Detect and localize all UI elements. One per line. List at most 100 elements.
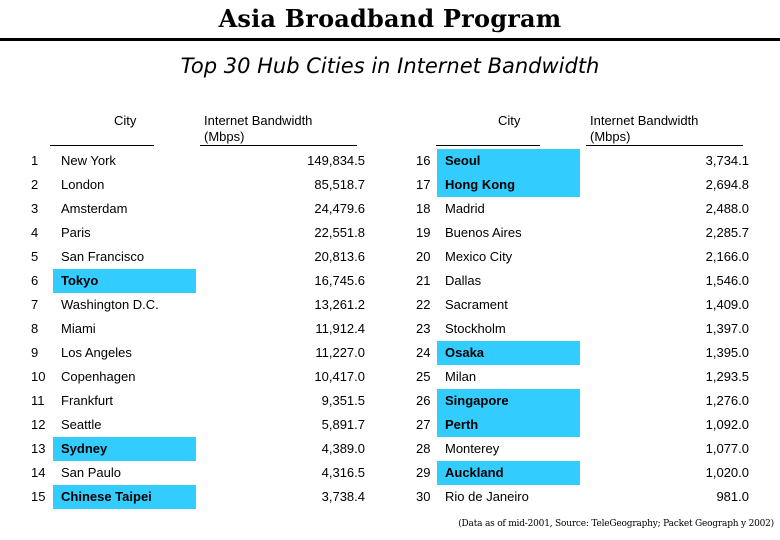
bandwidth-cell: 3,738.4 (321, 489, 365, 504)
city-cell: Los Angeles (61, 345, 132, 360)
table-row: 12 Seattle 5,891.7 (0, 413, 780, 437)
table-row: 22 Sacrament 1,409.0 (0, 293, 780, 317)
table-row: 19 Buenos Aires 2,285.7 (0, 221, 780, 245)
rank-cell: 22 (416, 297, 431, 312)
bandwidth-cell: 1,293.5 (705, 369, 749, 384)
right-bandwidth-header-rule (586, 145, 743, 146)
rank-cell: 11 (31, 393, 45, 408)
rank-cell: 20 (416, 249, 431, 264)
city-cell: Singapore (437, 389, 580, 413)
source-footnote: (Data as of mid-2001, Source: TeleGeogra… (458, 519, 774, 529)
rank-cell: 15 (31, 489, 46, 504)
city-cell: New York (61, 153, 116, 168)
bandwidth-cell: 1,077.0 (705, 441, 749, 456)
rank-cell: 7 (31, 297, 39, 312)
rank-cell: 10 (31, 369, 46, 384)
city-cell: Milan (445, 369, 477, 384)
table-row: 4 Paris 22,551.8 (0, 221, 780, 245)
bandwidth-cell: 2,285.7 (705, 225, 749, 240)
table-row: 30 Rio de Janeiro 981.0 (0, 485, 780, 509)
city-cell: Hong Kong (437, 173, 580, 197)
table-row: 9 Los Angeles 11,227.0 (0, 341, 780, 365)
bandwidth-cell: 1,020.0 (705, 465, 749, 480)
table-row: 29 Auckland 1,020.0 (0, 461, 780, 485)
city-cell: Copenhagen (61, 369, 136, 384)
left-bandwidth-header-rule (200, 145, 357, 146)
city-cell: Mexico City (445, 249, 513, 264)
bandwidth-cell: 2,694.8 (705, 177, 749, 192)
city-cell: Madrid (445, 201, 485, 216)
bandwidth-cell: 1,397.0 (705, 321, 749, 336)
left-bandwidth-header-line2: (Mbps) (204, 129, 245, 144)
bandwidth-cell: 9,351.5 (321, 393, 365, 408)
table-row: 7 Washington D.C. 13,261.2 (0, 293, 780, 317)
rank-cell: 14 (31, 465, 46, 480)
table-row: 1 New York 149,834.5 (0, 149, 780, 173)
bandwidth-cell: 1,409.0 (705, 297, 749, 312)
rank-cell: 2 (31, 177, 39, 192)
rank-cell: 8 (31, 321, 39, 336)
city-cell: Rio de Janeiro (445, 489, 529, 504)
bandwidth-cell: 10,417.0 (314, 369, 365, 384)
rank-cell: 13 (31, 441, 46, 456)
right-city-header-rule (436, 145, 540, 146)
page-subtitle: Top 30 Hub Cities in Internet Bandwidth (180, 54, 600, 78)
city-cell: Sydney (53, 437, 196, 461)
table-row: 21 Dallas 1,546.0 (0, 269, 780, 293)
left-city-header: City (114, 113, 137, 128)
rank-cell: 18 (416, 201, 431, 216)
city-cell: Amsterdam (61, 201, 128, 216)
table-row: 25 Milan 1,293.5 (0, 365, 780, 389)
table-row: 8 Miami 11,912.4 (0, 317, 780, 341)
bandwidth-cell: 149,834.5 (307, 153, 365, 168)
bandwidth-cell: 4,389.0 (321, 441, 365, 456)
bandwidth-cell: 1,092.0 (705, 417, 749, 432)
left-city-header-rule (50, 145, 154, 146)
table-row: 13 Sydney 4,389.0 (0, 437, 780, 461)
rank-cell: 5 (31, 249, 39, 264)
rank-cell: 17 (416, 177, 431, 192)
table-row: 18 Madrid 2,488.0 (0, 197, 780, 221)
page-title: Asia Broadband Program (218, 4, 562, 33)
table-row: 26 Singapore 1,276.0 (0, 389, 780, 413)
rank-cell: 30 (416, 489, 431, 504)
table-row: 16 Seoul 3,734.1 (0, 149, 780, 173)
rank-cell: 16 (416, 153, 431, 168)
table-row: 11 Frankfurt 9,351.5 (0, 389, 780, 413)
table-row: 10 Copenhagen 10,417.0 (0, 365, 780, 389)
rank-cell: 27 (416, 417, 431, 432)
table-row: 20 Mexico City 2,166.0 (0, 245, 780, 269)
bandwidth-cell: 22,551.8 (314, 225, 365, 240)
city-cell: Tokyo (53, 269, 196, 293)
bandwidth-cell: 5,891.7 (321, 417, 365, 432)
city-cell: Buenos Aires (445, 225, 522, 240)
bandwidth-cell: 3,734.1 (705, 153, 749, 168)
left-bandwidth-header-line1: Internet Bandwidth (204, 113, 313, 128)
city-cell: Miami (61, 321, 96, 336)
rank-cell: 26 (416, 393, 431, 408)
rank-cell: 28 (416, 441, 431, 456)
bandwidth-cell: 16,745.6 (314, 273, 365, 288)
rank-cell: 4 (31, 225, 39, 240)
bandwidth-cell: 13,261.2 (314, 297, 365, 312)
city-cell: London (61, 177, 105, 192)
bandwidth-cell: 2,166.0 (705, 249, 749, 264)
rank-cell: 29 (416, 465, 431, 480)
rank-cell: 9 (31, 345, 39, 360)
city-cell: Perth (437, 413, 580, 437)
bandwidth-cell: 11,912.4 (315, 321, 365, 336)
bandwidth-cell: 2,488.0 (705, 201, 749, 216)
table-row: 28 Monterey 1,077.0 (0, 437, 780, 461)
city-cell: Chinese Taipei (53, 485, 196, 509)
rank-cell: 25 (416, 369, 431, 384)
bandwidth-cell: 981.0 (716, 489, 749, 504)
city-cell: Monterey (445, 441, 500, 456)
table-row: 24 Osaka 1,395.0 (0, 341, 780, 365)
city-cell: Stockholm (445, 321, 506, 336)
table-row: 27 Perth 1,092.0 (0, 413, 780, 437)
bandwidth-cell: 4,316.5 (321, 465, 365, 480)
city-cell: Seoul (437, 149, 580, 173)
bandwidth-cell: 20,813.6 (314, 249, 365, 264)
rank-cell: 6 (31, 273, 39, 288)
city-cell: Seattle (61, 417, 102, 432)
